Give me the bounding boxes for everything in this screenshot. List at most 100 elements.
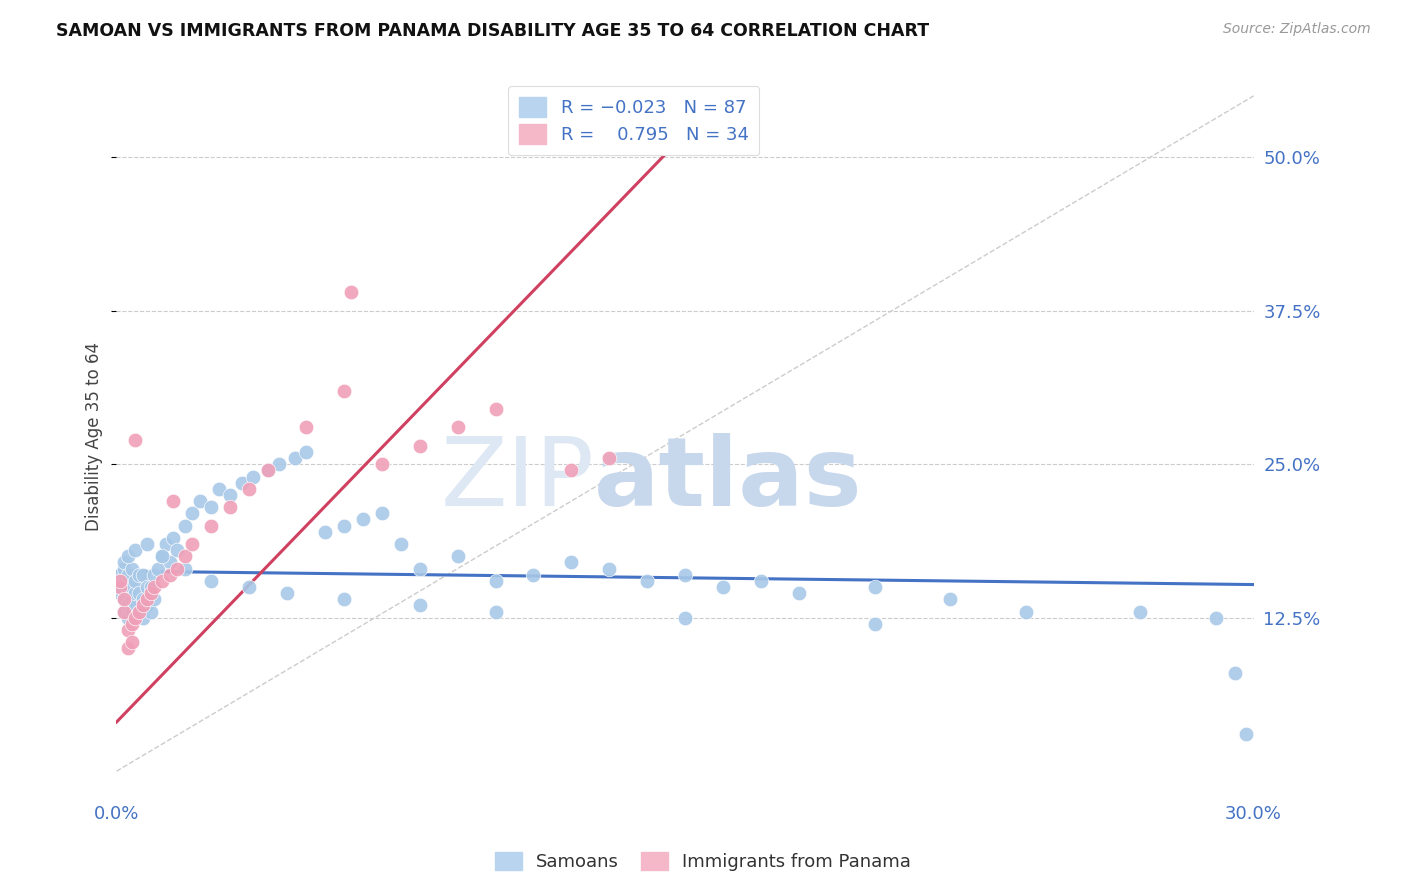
Point: [148, 561, 170, 575]
Point: [132, 599, 155, 613]
Point: [484, 605, 506, 619]
Point: [155, 537, 177, 551]
Point: [371, 506, 394, 520]
Point: [181, 506, 204, 520]
Text: Source: ZipAtlas.com: Source: ZipAtlas.com: [1223, 22, 1371, 37]
Point: [409, 439, 432, 453]
Point: [269, 457, 291, 471]
Point: [314, 524, 336, 539]
Point: [135, 592, 157, 607]
Point: [112, 561, 135, 575]
Point: [352, 512, 374, 526]
Point: [1205, 611, 1227, 625]
Point: [1223, 665, 1246, 680]
Point: [200, 518, 222, 533]
Point: [181, 537, 204, 551]
Point: [139, 580, 162, 594]
Point: [110, 580, 132, 594]
Point: [139, 586, 162, 600]
Point: [112, 605, 135, 619]
Y-axis label: Disability Age 35 to 64: Disability Age 35 to 64: [86, 343, 103, 531]
Point: [409, 561, 432, 575]
Point: [117, 599, 139, 613]
Point: [200, 500, 222, 515]
Point: [132, 592, 155, 607]
Point: [121, 580, 143, 594]
Point: [159, 556, 181, 570]
Point: [484, 401, 506, 416]
Point: [128, 605, 150, 619]
Legend: Samoans, Immigrants from Panama: Samoans, Immigrants from Panama: [488, 845, 918, 879]
Point: [128, 586, 150, 600]
Point: [124, 611, 146, 625]
Point: [560, 463, 582, 477]
Point: [121, 635, 143, 649]
Point: [257, 463, 280, 477]
Point: [110, 574, 132, 588]
Point: [159, 567, 181, 582]
Point: [124, 543, 146, 558]
Point: [124, 599, 146, 613]
Point: [173, 518, 195, 533]
Point: [173, 549, 195, 564]
Point: [150, 549, 173, 564]
Point: [598, 561, 620, 575]
Point: [162, 494, 184, 508]
Point: [117, 611, 139, 625]
Point: [560, 556, 582, 570]
Point: [749, 574, 772, 588]
Point: [598, 451, 620, 466]
Point: [257, 463, 280, 477]
Point: [128, 567, 150, 582]
Point: [117, 623, 139, 637]
Point: [112, 556, 135, 570]
Point: [173, 561, 195, 575]
Point: [112, 592, 135, 607]
Point: [238, 482, 260, 496]
Point: [124, 574, 146, 588]
Point: [295, 445, 318, 459]
Point: [121, 605, 143, 619]
Point: [673, 611, 696, 625]
Point: [143, 580, 166, 594]
Point: [121, 616, 143, 631]
Point: [117, 549, 139, 564]
Point: [200, 574, 222, 588]
Text: ZIP: ZIP: [440, 434, 595, 526]
Point: [711, 580, 734, 594]
Point: [117, 567, 139, 582]
Point: [939, 592, 962, 607]
Point: [242, 469, 264, 483]
Point: [284, 451, 307, 466]
Point: [1015, 605, 1038, 619]
Point: [276, 586, 298, 600]
Point: [117, 641, 139, 656]
Point: [1234, 727, 1257, 741]
Point: [446, 420, 468, 434]
Point: [340, 285, 363, 300]
Text: SAMOAN VS IMMIGRANTS FROM PANAMA DISABILITY AGE 35 TO 64 CORRELATION CHART: SAMOAN VS IMMIGRANTS FROM PANAMA DISABIL…: [56, 22, 929, 40]
Point: [143, 567, 166, 582]
Point: [110, 580, 132, 594]
Point: [135, 599, 157, 613]
Point: [863, 580, 886, 594]
Point: [110, 586, 132, 600]
Point: [219, 500, 242, 515]
Point: [188, 494, 211, 508]
Point: [371, 457, 394, 471]
Point: [787, 586, 810, 600]
Point: [208, 482, 231, 496]
Point: [150, 549, 173, 564]
Point: [166, 543, 188, 558]
Point: [231, 475, 253, 490]
Point: [128, 605, 150, 619]
Point: [166, 561, 188, 575]
Point: [219, 488, 242, 502]
Point: [333, 518, 356, 533]
Point: [132, 567, 155, 582]
Legend: R = −0.023   N = 87, R =    0.795   N = 34: R = −0.023 N = 87, R = 0.795 N = 34: [509, 87, 759, 155]
Point: [522, 567, 544, 582]
Point: [673, 567, 696, 582]
Point: [139, 605, 162, 619]
Point: [112, 605, 135, 619]
